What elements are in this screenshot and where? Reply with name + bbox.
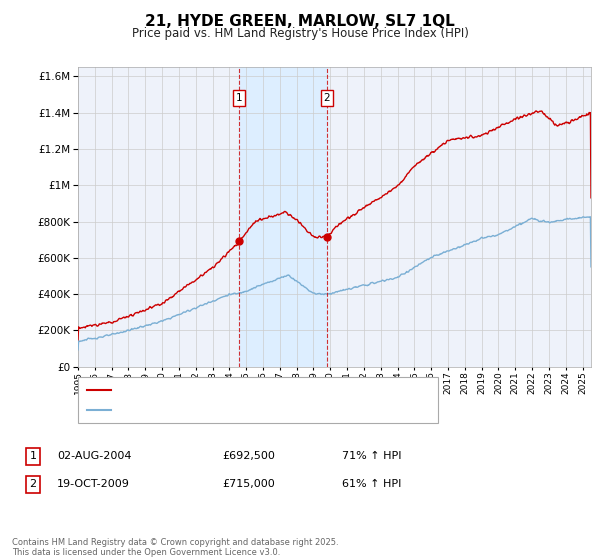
Text: HPI: Average price, detached house, Buckinghamshire: HPI: Average price, detached house, Buck… <box>117 405 401 415</box>
Text: 61% ↑ HPI: 61% ↑ HPI <box>342 479 401 489</box>
Text: £715,000: £715,000 <box>222 479 275 489</box>
Text: 2: 2 <box>323 93 330 103</box>
Text: 2: 2 <box>29 479 37 489</box>
Text: Price paid vs. HM Land Registry's House Price Index (HPI): Price paid vs. HM Land Registry's House … <box>131 27 469 40</box>
Text: 21, HYDE GREEN, MARLOW, SL7 1QL (detached house): 21, HYDE GREEN, MARLOW, SL7 1QL (detache… <box>117 385 403 395</box>
Text: 21, HYDE GREEN, MARLOW, SL7 1QL: 21, HYDE GREEN, MARLOW, SL7 1QL <box>145 14 455 29</box>
Text: £692,500: £692,500 <box>222 451 275 461</box>
Text: 02-AUG-2004: 02-AUG-2004 <box>57 451 131 461</box>
Text: 71% ↑ HPI: 71% ↑ HPI <box>342 451 401 461</box>
Text: 1: 1 <box>29 451 37 461</box>
Text: 19-OCT-2009: 19-OCT-2009 <box>57 479 130 489</box>
Text: 1: 1 <box>236 93 242 103</box>
Bar <box>239 67 327 367</box>
Text: Contains HM Land Registry data © Crown copyright and database right 2025.
This d: Contains HM Land Registry data © Crown c… <box>12 538 338 557</box>
